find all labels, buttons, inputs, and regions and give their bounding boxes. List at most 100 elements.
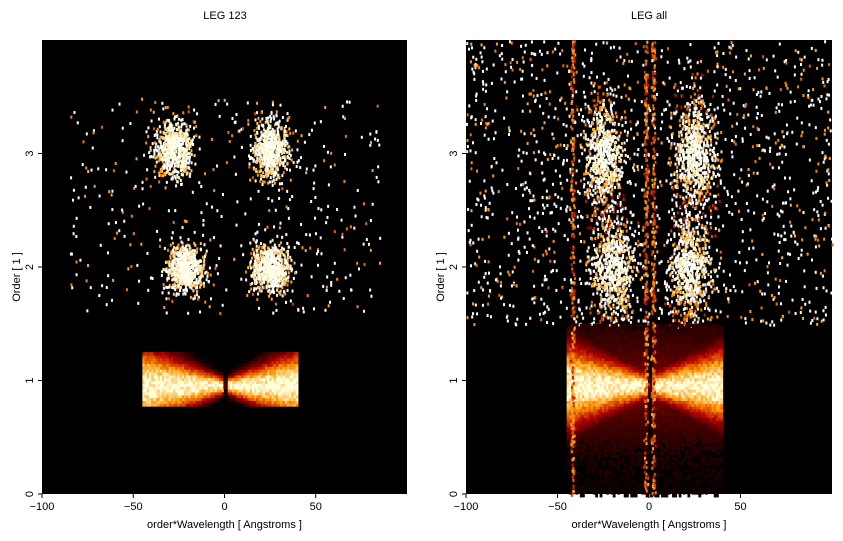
heatmap-cell <box>531 63 534 67</box>
heatmap-cell <box>568 114 571 118</box>
heatmap-cell <box>717 41 720 45</box>
heatmap-cell <box>270 265 273 269</box>
heatmap-cell <box>789 220 792 224</box>
heatmap-cell <box>148 386 152 390</box>
heatmap-cell <box>632 265 635 269</box>
heatmap-cell <box>261 149 264 153</box>
heatmap-cell <box>252 147 255 151</box>
heatmap-cell <box>639 242 642 246</box>
heatmap-cell <box>205 400 209 404</box>
heatmap-cell <box>153 383 157 387</box>
heatmap-cell <box>375 130 378 134</box>
heatmap-cell <box>243 394 246 399</box>
heatmap-cell <box>262 363 266 367</box>
heatmap-cell <box>172 261 175 265</box>
heatmap-cell <box>254 112 257 116</box>
heatmap-cell <box>173 126 176 130</box>
heatmap-cell <box>192 400 196 404</box>
heatmap-cell <box>236 377 240 382</box>
heatmap-cell <box>170 250 173 254</box>
heatmap-cell <box>542 311 545 315</box>
heatmap-cell <box>195 278 198 282</box>
heatmap-cell <box>269 277 272 281</box>
heatmap-cell <box>180 129 183 133</box>
heatmap-cell <box>192 357 196 362</box>
heatmap-cell <box>632 194 635 198</box>
heatmap-cell <box>274 277 277 281</box>
heatmap-cell <box>289 403 292 407</box>
heatmap-cell <box>269 371 273 376</box>
heatmap-cell <box>212 380 216 384</box>
heatmap-cell <box>169 271 172 275</box>
heatmap-cell <box>234 389 238 393</box>
heatmap-cell <box>325 288 328 292</box>
heatmap-cell <box>138 204 141 208</box>
heatmap-cell <box>181 157 184 161</box>
heatmap-cell <box>177 357 181 362</box>
heatmap-cell <box>163 141 166 145</box>
heatmap-cell <box>229 389 233 393</box>
heatmap-cell <box>289 168 292 172</box>
heatmap-cell <box>291 400 295 404</box>
heatmap-cell <box>110 193 113 197</box>
heatmap-cell <box>159 371 163 376</box>
heatmap-cell <box>183 363 187 367</box>
heatmap-cell <box>671 294 674 298</box>
y-tick-label: 2 <box>24 264 36 270</box>
y-tick-label: 3 <box>24 150 36 156</box>
heatmap-cell <box>236 369 240 373</box>
heatmap-cell <box>301 246 304 250</box>
heatmap-cell <box>279 241 282 245</box>
heatmap-cell <box>343 179 346 183</box>
heatmap-cell <box>641 243 644 247</box>
heatmap-cell <box>788 310 791 314</box>
heatmap-cell <box>611 112 614 116</box>
heatmap-cell <box>827 77 830 81</box>
heatmap-cell <box>782 224 785 228</box>
heatmap-cell <box>285 130 288 134</box>
heatmap-cell <box>240 371 244 376</box>
heatmap-cell <box>286 363 290 367</box>
heatmap-cell <box>249 143 252 147</box>
heatmap-cell <box>768 91 771 95</box>
heatmap-cell <box>269 141 272 145</box>
heatmap-cell <box>268 180 271 184</box>
heatmap-cell <box>281 156 284 160</box>
heatmap-cell <box>158 180 161 184</box>
heatmap-cell <box>197 377 200 382</box>
heatmap-cell <box>611 182 614 186</box>
heatmap-cell <box>255 262 258 266</box>
heatmap-cell <box>283 253 286 257</box>
heatmap-cell <box>111 208 114 212</box>
heatmap-cell <box>157 352 161 356</box>
heatmap-cell <box>155 389 159 393</box>
heatmap-cell <box>262 286 265 290</box>
heatmap-cell <box>482 87 485 91</box>
heatmap-cell <box>283 126 286 130</box>
heatmap-cell <box>271 357 275 362</box>
heatmap-cell <box>201 386 205 390</box>
heatmap-cell <box>761 213 764 217</box>
heatmap-cell <box>253 262 256 266</box>
heatmap-cell <box>169 140 172 144</box>
heatmap-cell <box>97 167 100 171</box>
heatmap-cell <box>175 397 179 401</box>
heatmap-cell <box>282 386 286 390</box>
heatmap-cell <box>247 380 251 384</box>
heatmap-cell <box>203 363 207 367</box>
heatmap-cell <box>180 276 183 280</box>
heatmap-cell <box>175 123 178 127</box>
heatmap-cell <box>674 162 677 166</box>
heatmap-cell <box>151 354 154 359</box>
heatmap-cell <box>173 357 176 362</box>
heatmap-cell <box>155 397 159 401</box>
heatmap-cell <box>286 394 290 399</box>
heatmap-cell <box>231 116 234 120</box>
heatmap-cell <box>210 377 214 382</box>
heatmap-cell <box>273 225 276 229</box>
heatmap-cell <box>669 256 672 260</box>
heatmap-cell <box>183 391 187 396</box>
heatmap-cell <box>258 157 261 161</box>
heatmap-cell <box>473 64 476 68</box>
heatmap-cell <box>299 165 302 169</box>
